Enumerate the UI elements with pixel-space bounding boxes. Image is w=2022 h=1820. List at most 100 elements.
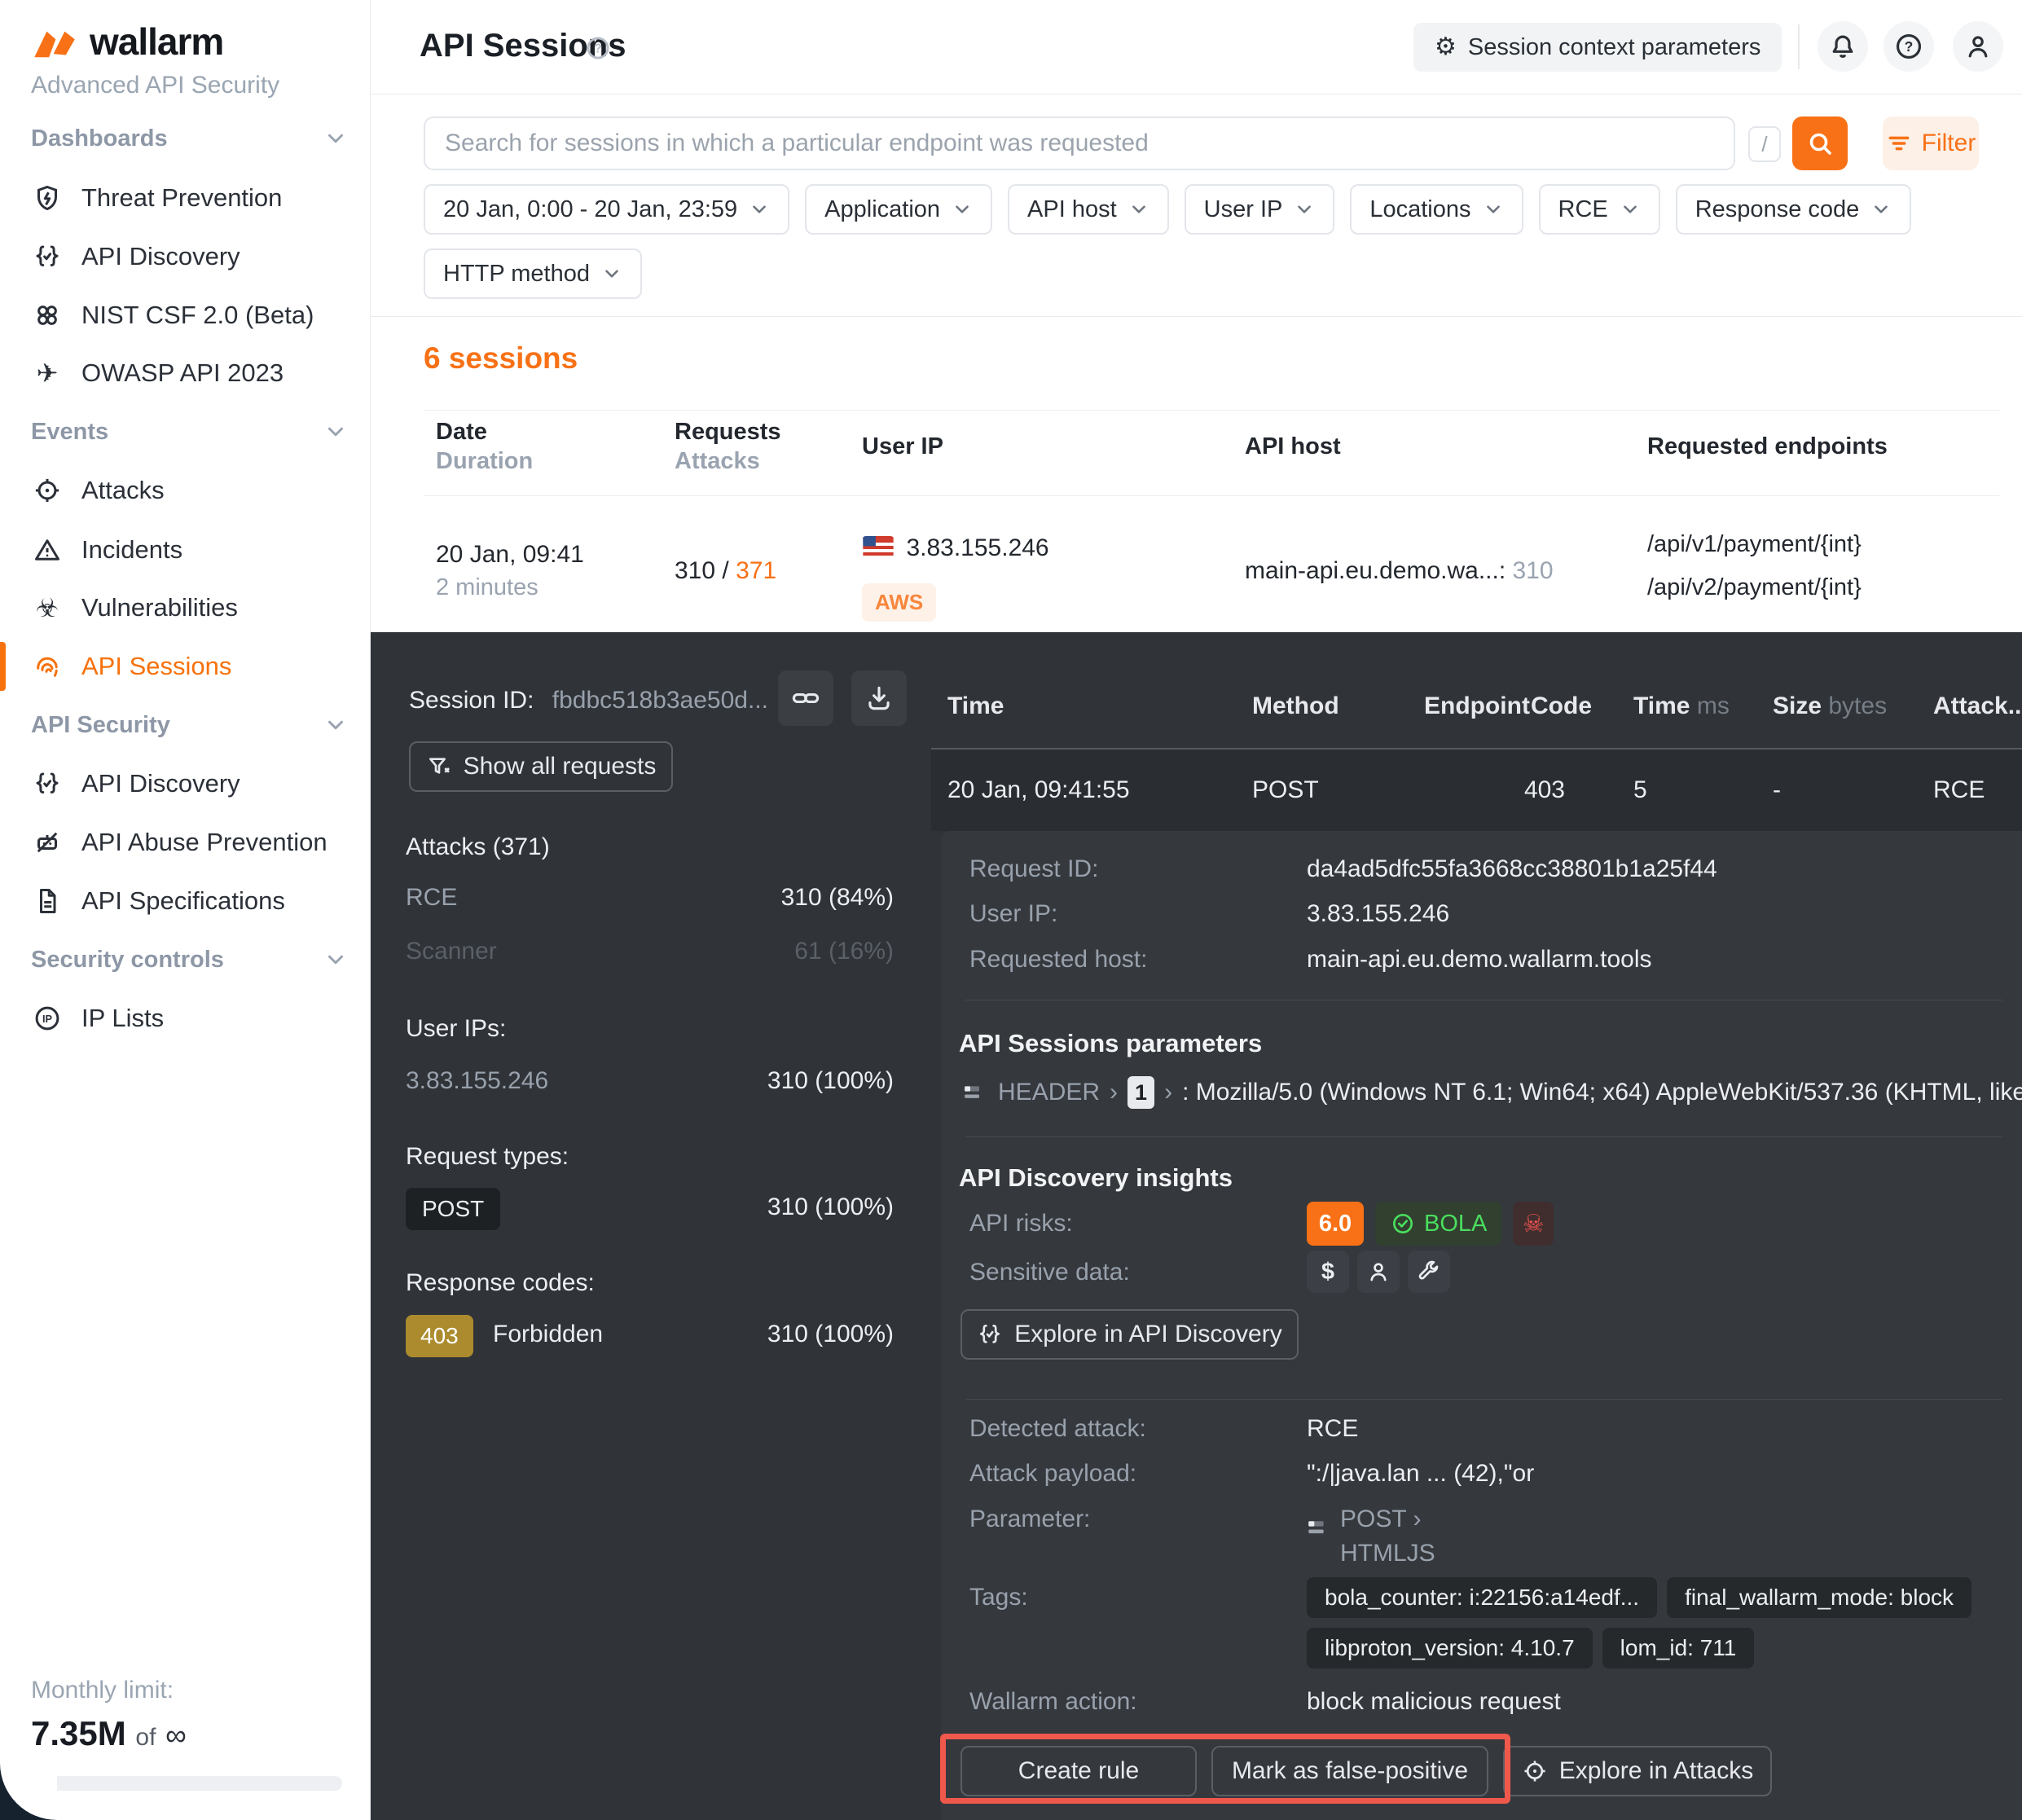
person-icon[interactable]	[1357, 1251, 1400, 1293]
search-button[interactable]	[1792, 116, 1848, 170]
create-rule-button[interactable]: Create rule	[960, 1746, 1197, 1796]
col-header-duration[interactable]: Duration	[436, 448, 534, 474]
sidebar-section-security-controls[interactable]: Security controls	[0, 930, 371, 989]
col-header-user-ip[interactable]: User IP	[862, 433, 943, 459]
sidebar-section-api-security[interactable]: API Security	[0, 696, 371, 754]
sidebar-item-incidents[interactable]: Incidents	[0, 521, 371, 579]
req-col-attack[interactable]: Attack...	[1933, 692, 2022, 719]
chevron-down-icon	[1875, 205, 1888, 213]
mark-as-false-positive-button[interactable]: Mark as false-positive	[1211, 1746, 1488, 1796]
notifications-bell-button[interactable]	[1818, 21, 1868, 72]
chevron-down-icon	[328, 427, 343, 437]
filter-button[interactable]: Filter	[1883, 116, 1979, 170]
sidebar-item-api-discovery-2[interactable]: API Discovery	[0, 754, 371, 813]
chevron-down-icon	[328, 720, 343, 730]
session-row[interactable]: 20 Jan, 09:41 2 minutes 310 / 371 3.83.1…	[371, 495, 2022, 632]
sidebar-section-events[interactable]: Events	[0, 402, 371, 461]
show-all-requests-button[interactable]: Show all requests	[409, 741, 673, 792]
explore-in-attacks-button[interactable]: Explore in Attacks	[1503, 1746, 1772, 1796]
title-help-icon[interactable]: ?	[584, 34, 612, 66]
chevron-down-icon	[1132, 205, 1145, 213]
req-col-method[interactable]: Method	[1252, 692, 1339, 719]
download-icon	[868, 686, 890, 710]
request-method: POST	[1252, 776, 1319, 803]
help-button[interactable]: ?	[1884, 21, 1934, 72]
crosshair-icon	[31, 476, 64, 505]
sidebar-section-dashboards[interactable]: Dashboards	[0, 109, 371, 168]
sidebar-item-api-sessions[interactable]: API Sessions	[0, 637, 371, 696]
sidebar-item-threat-prevention[interactable]: Threat Prevention	[0, 169, 371, 227]
filter-chip-application[interactable]: Application	[805, 184, 993, 235]
parameter-bars-icon	[965, 1086, 980, 1098]
sidebar-item-vulnerabilities[interactable]: ☣ Vulnerabilities	[0, 578, 371, 637]
sidebar-item-api-discovery[interactable]: API Discovery	[0, 227, 371, 286]
parameter-post[interactable]: POST ›	[1340, 1506, 1422, 1532]
req-col-size[interactable]: Size bytes	[1773, 692, 1888, 719]
filter-chip-date-range[interactable]: 20 Jan, 0:00 - 20 Jan, 23:59	[424, 184, 790, 235]
separator	[965, 1399, 2002, 1400]
sidebar-item-nist-csf[interactable]: NIST CSF 2.0 (Beta)	[0, 286, 371, 345]
user-ip-item[interactable]: 3.83.155.246	[406, 1067, 549, 1094]
req-col-endpoint[interactable]: Endpoint	[1424, 692, 1530, 719]
tag-chip[interactable]: bola_counter: i:22156:a14edf...	[1307, 1577, 1658, 1618]
col-header-attacks[interactable]: Attacks	[675, 448, 760, 474]
skull-icon: ☠	[1522, 1210, 1545, 1238]
crosshair-icon	[1523, 1760, 1546, 1783]
sidebar-item-ip-lists[interactable]: IP IP Lists	[0, 989, 371, 1048]
filter-chip-locations[interactable]: Locations	[1350, 184, 1523, 235]
req-col-code[interactable]: Code	[1531, 692, 1592, 719]
col-header-requests[interactable]: Requests	[675, 419, 781, 445]
chevron-down-icon	[1298, 205, 1312, 213]
col-header-api-host[interactable]: API host	[1245, 433, 1341, 459]
check-circle-icon	[1393, 1214, 1413, 1233]
attack-type-name[interactable]: RCE	[406, 884, 458, 911]
shield-bolt-icon	[31, 183, 64, 213]
tag-chip[interactable]: libproton_version: 4.10.7	[1307, 1628, 1593, 1668]
search-input[interactable]	[424, 116, 1735, 170]
wrench-icon[interactable]	[1408, 1251, 1450, 1293]
sidebar-item-api-specifications[interactable]: API Specifications	[0, 872, 371, 930]
session-context-parameters-button[interactable]: ⚙ Session context parameters	[1413, 23, 1782, 72]
filter-chips-row-2: HTTP method	[424, 248, 642, 299]
brand-subtitle: Advanced API Security	[31, 72, 280, 99]
bola-badge[interactable]: BOLA	[1375, 1202, 1502, 1246]
braces-check-icon	[980, 1325, 1000, 1343]
tag-chip[interactable]: lom_id: 711	[1602, 1628, 1755, 1668]
dollar-icon[interactable]: $	[1307, 1251, 1349, 1293]
sidebar-item-api-abuse-prevention[interactable]: API Abuse Prevention	[0, 813, 371, 872]
session-date: 20 Jan, 09:41	[436, 541, 584, 568]
sensitive-data-chips: $	[1307, 1251, 1450, 1293]
tag-chip[interactable]: final_wallarm_mode: block	[1667, 1577, 1972, 1618]
attack-type-name[interactable]: Scanner	[406, 938, 497, 965]
filter-chip-http-method[interactable]: HTTP method	[424, 248, 642, 299]
col-header-endpoints[interactable]: Requested endpoints	[1647, 433, 1888, 459]
risk-score-badge[interactable]: 6.0	[1307, 1202, 1364, 1246]
filter-lines-icon	[1888, 136, 1910, 151]
req-col-time[interactable]: Time	[947, 692, 1004, 719]
filter-chip-response-code[interactable]: Response code	[1675, 184, 1912, 235]
sidebar-item-attacks[interactable]: Attacks	[0, 461, 371, 520]
wallarm-action-value: block malicious request	[1307, 1688, 1561, 1715]
table-border	[424, 495, 1999, 496]
filter-chip-user-ip[interactable]: User IP	[1184, 184, 1335, 235]
session-parameter-row[interactable]: HEADER › 1 › : Mozilla/5.0 (Windows NT 6…	[961, 1075, 2022, 1110]
parameter-bars-icon	[1308, 1521, 1324, 1534]
parameter-htmljs[interactable]: HTMLJS	[1340, 1540, 1435, 1567]
request-row-selected[interactable]: 20 Jan, 09:41:55 POST 403 5 - RCE	[931, 750, 2022, 831]
chevron-right-icon: ›	[1413, 1506, 1422, 1532]
gear-icon: ⚙	[1435, 33, 1457, 60]
filter-chip-api-host[interactable]: API host	[1008, 184, 1169, 235]
wallarm-logo[interactable]: wallarm	[31, 20, 224, 64]
req-col-time-ms[interactable]: Time ms	[1633, 692, 1730, 719]
sidebar-item-owasp-api[interactable]: ✈ OWASP API 2023	[0, 344, 371, 402]
chevron-down-icon	[753, 205, 766, 213]
download-button[interactable]	[851, 670, 907, 726]
request-id-label: Request ID:	[969, 855, 1099, 882]
filter-chip-rce[interactable]: RCE	[1538, 184, 1660, 235]
user-profile-button[interactable]	[1953, 21, 2003, 72]
explore-in-api-discovery-button[interactable]: Explore in API Discovery	[960, 1309, 1299, 1360]
chevron-down-icon	[1486, 205, 1500, 213]
skull-badge[interactable]: ☠	[1513, 1202, 1554, 1246]
copy-link-button[interactable]	[778, 670, 833, 726]
col-header-date[interactable]: Date	[436, 419, 487, 445]
